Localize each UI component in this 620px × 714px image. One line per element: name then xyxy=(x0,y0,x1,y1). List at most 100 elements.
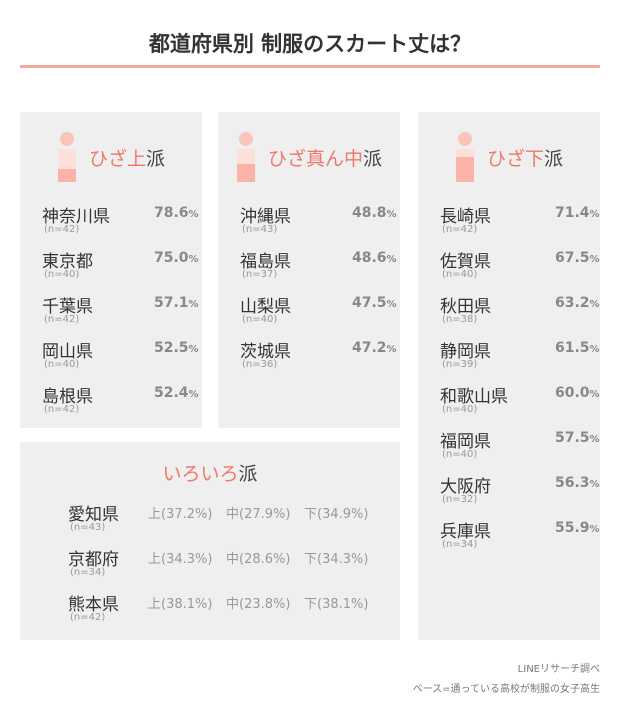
person-skirt-above-knee-icon xyxy=(57,132,77,182)
sample-size: (n=40) xyxy=(242,314,278,325)
prefecture-name: 山梨県 xyxy=(240,297,291,317)
prefecture-name: 静岡県 xyxy=(440,342,491,362)
percentage: 75.0% xyxy=(154,250,199,266)
sample-size: (n=32) xyxy=(442,494,478,505)
ratio-down: 下(38.1%) xyxy=(304,597,369,612)
ratio-mid: 中(23.8%) xyxy=(226,597,291,612)
sample-size: (n=40) xyxy=(442,269,478,280)
list-item: 大阪府 (n=32) 56.3% xyxy=(440,472,600,517)
list-item: 山梨県 (n=40) 47.5% xyxy=(240,292,397,337)
percentage: 78.6% xyxy=(154,205,199,221)
percentage: 52.4% xyxy=(154,385,199,401)
sample-size: (n=36) xyxy=(242,359,278,370)
panel-heading: ひざ下派 xyxy=(486,147,564,170)
percentage: 47.2% xyxy=(352,340,397,356)
ratio-up: 上(34.3%) xyxy=(148,552,213,567)
sample-size: (n=43) xyxy=(242,224,278,235)
page-title: 都道府県別 制服のスカート丈は？ xyxy=(148,32,472,56)
ratio-up: 上(38.1%) xyxy=(148,597,213,612)
prefecture-name: 沖縄県 xyxy=(240,207,291,227)
ratio-up: 上(37.2%) xyxy=(148,507,213,522)
list-item: 秋田県 (n=38) 63.2% xyxy=(440,292,600,337)
percentage: 57.1% xyxy=(154,295,199,311)
percentage: 63.2% xyxy=(555,295,600,311)
panel-heading: ひざ上派 xyxy=(88,147,166,170)
sample-size: (n=43) xyxy=(70,522,106,533)
percentage: 52.5% xyxy=(154,340,199,356)
list-item: 茨城県 (n=36) 47.2% xyxy=(240,337,397,382)
person-skirt-below-knee-icon xyxy=(455,132,475,182)
ratio-down: 下(34.9%) xyxy=(304,507,369,522)
prefecture-name: 千葉県 xyxy=(42,297,93,317)
list-item: 岡山県 (n=40) 52.5% xyxy=(42,337,199,382)
prefecture-name: 和歌山県 xyxy=(440,387,508,407)
panel-above-knee: ひざ上派 神奈川県 (n=42) 78.6% 東京都 (n=40) 75.0% 千葉県 (n=4… xyxy=(20,112,202,428)
panel-heading: いろいろ派 xyxy=(162,462,258,485)
prefecture-name: 茨城県 xyxy=(240,342,291,362)
panel-mixed: いろいろ派 愛知県 (n=43) 上(37.2%) 中(27.9%) 下(34.9%) 京… xyxy=(20,442,400,640)
prefecture-name: 兵庫県 xyxy=(440,522,491,542)
sample-size: (n=42) xyxy=(44,314,80,325)
title-underline xyxy=(20,65,600,68)
panel-below-knee: ひざ下派 長崎県 (n=42) 71.4% 佐賀県 (n=40) 67.5% 秋田県 (n=38… xyxy=(418,112,600,640)
sample-size: (n=34) xyxy=(442,539,478,550)
sample-size: (n=37) xyxy=(242,269,278,280)
panel-heading: ひざ真ん中派 xyxy=(267,147,383,170)
percentage: 61.5% xyxy=(555,340,600,356)
sample-size: (n=42) xyxy=(44,224,80,235)
list-item: 東京都 (n=40) 75.0% xyxy=(42,247,199,292)
list-item: 熊本県 (n=42) 上(38.1%) 中(23.8%) 下(38.1%) xyxy=(68,590,390,635)
prefecture-name: 島根県 xyxy=(42,387,93,407)
percentage: 60.0% xyxy=(555,385,600,401)
sample-size: (n=38) xyxy=(442,314,478,325)
percentage: 56.3% xyxy=(555,475,600,491)
sample-size: (n=40) xyxy=(442,449,478,460)
list-item: 静岡県 (n=39) 61.5% xyxy=(440,337,600,382)
list-item: 千葉県 (n=42) 57.1% xyxy=(42,292,199,337)
percentage: 57.5% xyxy=(555,430,600,446)
prefecture-name: 東京都 xyxy=(42,252,93,272)
percentage: 67.5% xyxy=(555,250,600,266)
list-item: 佐賀県 (n=40) 67.5% xyxy=(440,247,600,292)
prefecture-name: 京都府 xyxy=(68,550,119,570)
list-item: 島根県 (n=42) 52.4% xyxy=(42,382,199,427)
sample-size: (n=40) xyxy=(44,269,80,280)
list-item: 長崎県 (n=42) 71.4% xyxy=(440,202,600,247)
list-item: 福島県 (n=37) 48.6% xyxy=(240,247,397,292)
prefecture-name: 福島県 xyxy=(240,252,291,272)
prefecture-name: 岡山県 xyxy=(42,342,93,362)
sample-size: (n=40) xyxy=(442,404,478,415)
prefecture-name: 大阪府 xyxy=(440,477,491,497)
ratio-mid: 中(28.6%) xyxy=(226,552,291,567)
percentage: 47.5% xyxy=(352,295,397,311)
prefecture-name: 秋田県 xyxy=(440,297,491,317)
prefecture-name: 愛知県 xyxy=(68,505,119,525)
sample-size: (n=40) xyxy=(44,359,80,370)
base-note: ベース=通っている高校が制服の女子高生 xyxy=(412,684,600,695)
prefecture-name: 佐賀県 xyxy=(440,252,491,272)
list-item: 兵庫県 (n=34) 55.9% xyxy=(440,517,600,562)
sample-size: (n=42) xyxy=(442,224,478,235)
percentage: 48.6% xyxy=(352,250,397,266)
sample-size: (n=39) xyxy=(442,359,478,370)
list-item: 京都府 (n=34) 上(34.3%) 中(28.6%) 下(34.3%) xyxy=(68,545,390,590)
percentage: 55.9% xyxy=(555,520,600,536)
prefecture-name: 長崎県 xyxy=(440,207,491,227)
sample-size: (n=34) xyxy=(70,567,106,578)
list-item: 神奈川県 (n=42) 78.6% xyxy=(42,202,199,247)
source-note: LINEリサーチ調べ xyxy=(517,664,600,675)
percentage: 71.4% xyxy=(555,205,600,221)
list-item: 愛知県 (n=43) 上(37.2%) 中(27.9%) 下(34.9%) xyxy=(68,500,390,545)
sample-size: (n=42) xyxy=(70,612,106,623)
panel-knee: ひざ真ん中派 沖縄県 (n=43) 48.8% 福島県 (n=37) 48.6% 山梨県 (n=… xyxy=(218,112,400,428)
sample-size: (n=42) xyxy=(44,404,80,415)
person-skirt-knee-icon xyxy=(236,132,256,182)
prefecture-name: 熊本県 xyxy=(68,595,119,615)
list-item: 和歌山県 (n=40) 60.0% xyxy=(440,382,600,427)
ratio-down: 下(34.3%) xyxy=(304,552,369,567)
ratio-mid: 中(27.9%) xyxy=(226,507,291,522)
list-item: 沖縄県 (n=43) 48.8% xyxy=(240,202,397,247)
prefecture-name: 福岡県 xyxy=(440,432,491,452)
percentage: 48.8% xyxy=(352,205,397,221)
prefecture-name: 神奈川県 xyxy=(42,207,110,227)
